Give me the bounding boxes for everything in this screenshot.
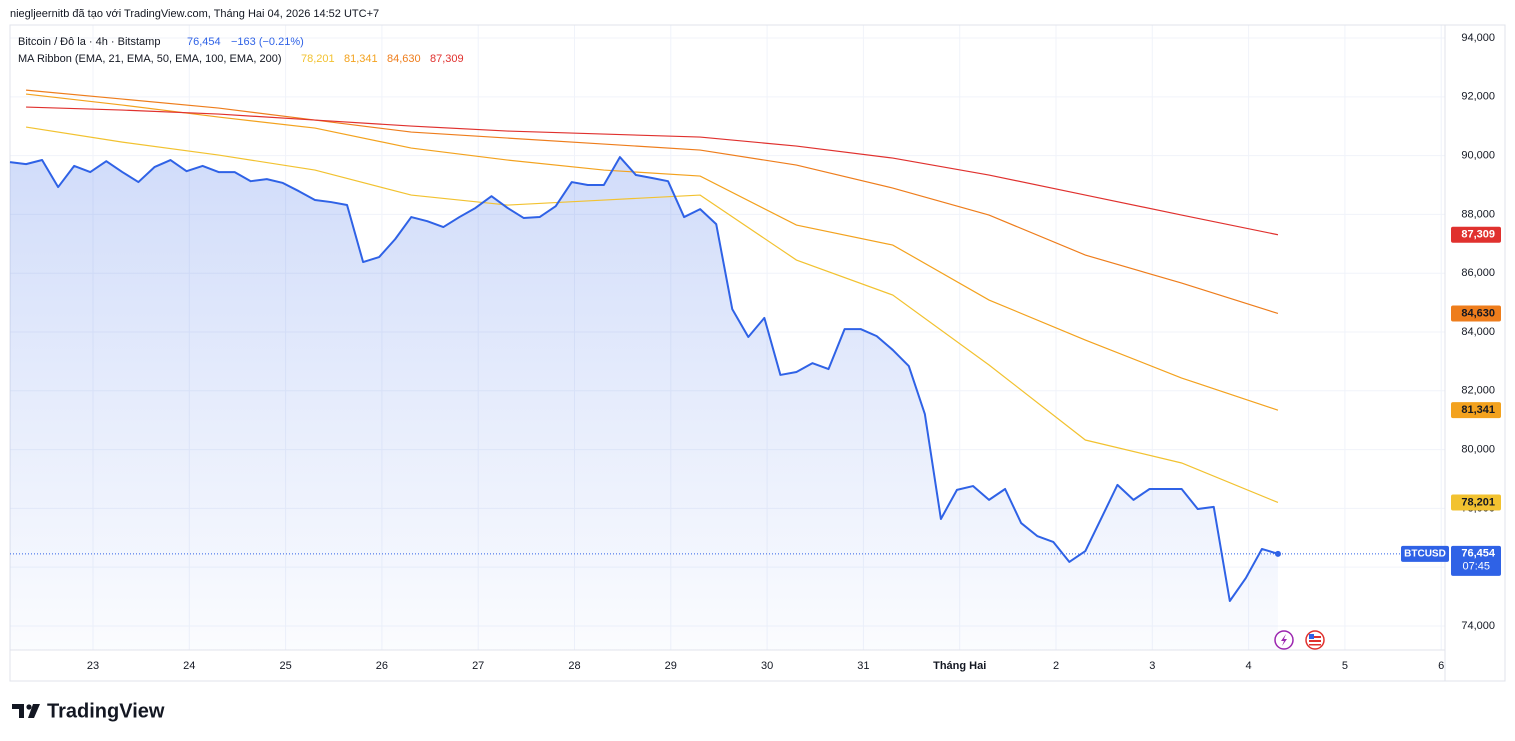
brand-logo [12, 704, 40, 718]
y-tick-label: 88,000 [1461, 208, 1495, 220]
y-tick-label: 94,000 [1461, 32, 1495, 44]
legend-price: 76,454 [187, 36, 221, 48]
legend-value: 84,630 [387, 53, 421, 65]
axis-value-label: 81,341 [1461, 404, 1495, 416]
x-tick-label: 3 [1149, 660, 1155, 672]
plot [9, 89, 1445, 650]
legend-change: −163 (−0.21%) [231, 36, 304, 48]
legend-values: 78,201 81,341 84,630 87,309 [301, 53, 464, 65]
legend-value: 87,309 [430, 53, 464, 65]
x-tick-label: 4 [1246, 660, 1252, 672]
axis-price-label: 76,454 [1461, 548, 1496, 560]
brand: TradingView [47, 700, 165, 722]
x-tick-label: Tháng Hai [933, 660, 986, 672]
last-price-dot [1274, 550, 1281, 557]
x-tick-label: 5 [1342, 660, 1348, 672]
y-tick-label: 86,000 [1461, 267, 1495, 279]
x-tick-label: 28 [568, 660, 580, 672]
axis-value-box [1451, 402, 1501, 419]
axis-value-box [1451, 305, 1501, 322]
legend-value: 81,341 [344, 53, 378, 65]
axis-value-box [1451, 226, 1501, 243]
x-tick-label: 31 [857, 660, 869, 672]
ema-line [25, 89, 1279, 315]
x-tick-label: 26 [376, 660, 388, 672]
axis-value-label: 84,630 [1461, 307, 1495, 319]
y-tick-label: 74,000 [1461, 620, 1495, 632]
legend-ribbon: MA Ribbon (EMA, 21, EMA, 50, EMA, 100, E… [18, 53, 282, 65]
x-tick-label: 27 [472, 660, 484, 672]
axis-value-label: 78,201 [1461, 496, 1495, 508]
ema-line [26, 106, 1279, 236]
x-tick-label: 30 [761, 660, 773, 672]
x-tick-label: 2 [1053, 660, 1059, 672]
y-tick-label: 90,000 [1461, 150, 1495, 162]
axis-value-box [1451, 494, 1501, 511]
ema-line [25, 93, 1279, 411]
y-tick-label: 84,000 [1461, 326, 1495, 338]
x-tick-label: 29 [665, 660, 677, 672]
axis-price-box [1451, 545, 1501, 576]
price-line [9, 156, 1279, 602]
price-area [10, 157, 1278, 650]
countdown-label: 07:45 [1462, 561, 1490, 573]
y-tick-label: 80,000 [1461, 444, 1495, 456]
legend-value: 78,201 [301, 53, 335, 65]
x-tick-label: 25 [279, 660, 291, 672]
ema-line [25, 126, 1279, 504]
symbol-tag-label: BTCUSD [1404, 548, 1446, 559]
header: niegljeernitb đã tạo với TradingView.com… [10, 8, 379, 20]
x-tick-label: 23 [87, 660, 99, 672]
x-tick-label: 24 [183, 660, 195, 672]
symbol-tag [1401, 545, 1449, 562]
event-icons [1274, 630, 1325, 650]
axis-value-label: 87,309 [1461, 229, 1495, 241]
y-tick-label: 92,000 [1461, 91, 1495, 103]
legend-title: Bitcoin / Đô la · 4h · Bitstamp [18, 36, 160, 48]
x-tick-label: 6 [1438, 660, 1444, 672]
y-tick-label: 82,000 [1461, 385, 1495, 397]
